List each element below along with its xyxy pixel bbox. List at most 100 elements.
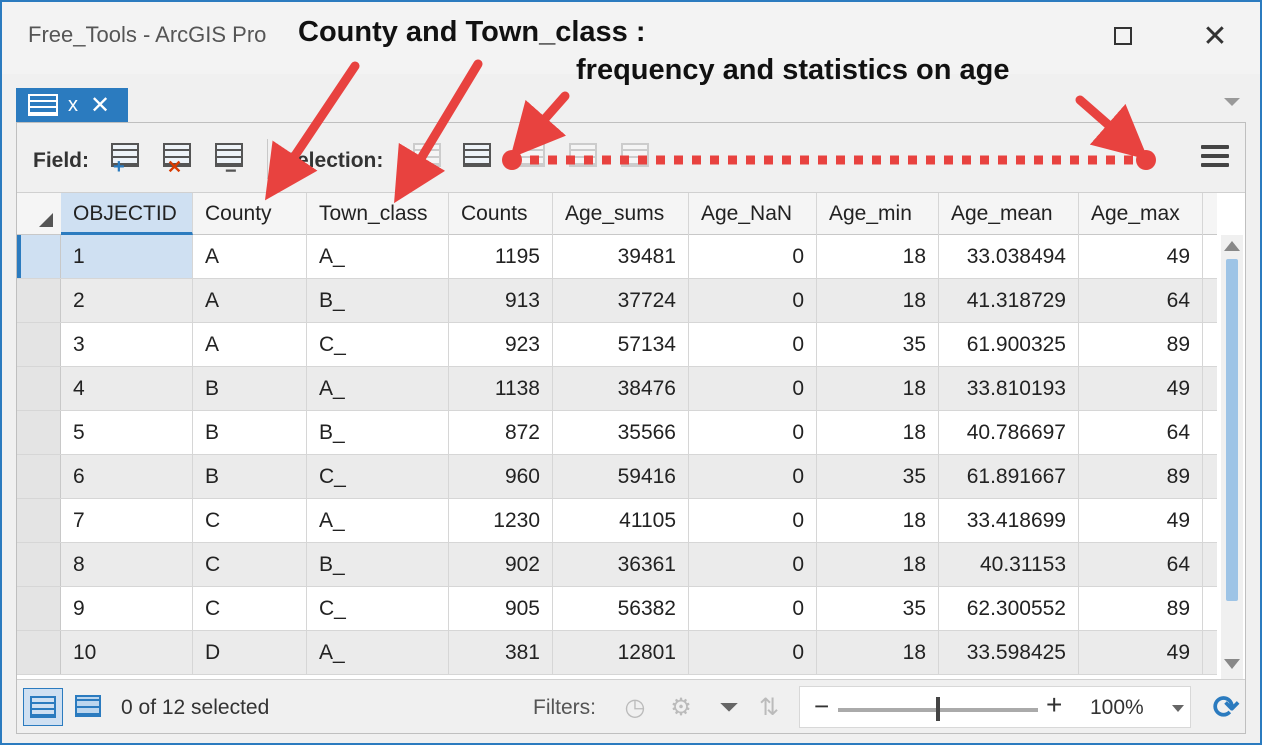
table-cell-age_mean[interactable]: 33.810193 xyxy=(939,367,1079,410)
table-row[interactable]: 10 D A_ 381 12801 0 18 33.598425 49 xyxy=(17,631,1217,675)
table-cell-age_min[interactable]: 35 xyxy=(817,323,939,366)
table-cell-age_sums[interactable]: 39481 xyxy=(553,235,689,278)
scroll-thumb[interactable] xyxy=(1226,259,1238,601)
table-cell-age_max[interactable]: 49 xyxy=(1079,631,1203,674)
table-row[interactable]: 9 C C_ 905 56382 0 35 62.300552 89 xyxy=(17,587,1217,631)
table-cell-age_mean[interactable]: 41.318729 xyxy=(939,279,1079,322)
range-filter-icon[interactable]: ⚙ xyxy=(670,694,692,721)
calculate-field-button[interactable]: = xyxy=(215,143,249,179)
table-cell-county[interactable]: A xyxy=(193,235,307,278)
table-cell-age_nan[interactable]: 0 xyxy=(689,543,817,586)
clear-selection-button[interactable] xyxy=(517,143,551,175)
column-header-age_min[interactable]: Age_min xyxy=(817,193,939,235)
table-cell-objectid[interactable]: 6 xyxy=(61,455,193,498)
table-row[interactable]: 6 B C_ 960 59416 0 35 61.891667 89 xyxy=(17,455,1217,499)
table-row[interactable]: 3 A C_ 923 57134 0 35 61.900325 89 xyxy=(17,323,1217,367)
zoom-slider-thumb[interactable] xyxy=(936,697,940,721)
refresh-icon[interactable]: ⟳ xyxy=(1212,689,1240,725)
table-row[interactable]: 4 B A_ 1138 38476 0 18 33.810193 49 xyxy=(17,367,1217,411)
table-cell-town_class[interactable]: A_ xyxy=(307,235,449,278)
table-cell-age_sums[interactable]: 35566 xyxy=(553,411,689,454)
table-cell-age_nan[interactable]: 0 xyxy=(689,411,817,454)
table-cell-age_min[interactable]: 18 xyxy=(817,411,939,454)
table-cell-town_class[interactable]: A_ xyxy=(307,367,449,410)
table-cell-town_class[interactable]: C_ xyxy=(307,323,449,366)
sort-icon[interactable]: ⇅ xyxy=(758,694,780,721)
row-selector[interactable] xyxy=(17,499,61,542)
table-cell-objectid[interactable]: 4 xyxy=(61,367,193,410)
table-cell-age_nan[interactable]: 0 xyxy=(689,323,817,366)
table-cell-age_mean[interactable]: 33.038494 xyxy=(939,235,1079,278)
table-cell-age_mean[interactable]: 33.598425 xyxy=(939,631,1079,674)
close-window-button[interactable]: ✕ xyxy=(1202,19,1228,53)
table-cell-age_max[interactable]: 49 xyxy=(1079,235,1203,278)
table-cell-age_nan[interactable]: 0 xyxy=(689,587,817,630)
table-cell-age_max[interactable]: 64 xyxy=(1079,279,1203,322)
row-selector[interactable] xyxy=(17,455,61,498)
table-row[interactable]: 5 B B_ 872 35566 0 18 40.786697 64 xyxy=(17,411,1217,455)
table-cell-age_min[interactable]: 18 xyxy=(817,543,939,586)
table-cell-age_nan[interactable]: 0 xyxy=(689,455,817,498)
table-cell-age_nan[interactable]: 0 xyxy=(689,631,817,674)
row-selector[interactable] xyxy=(17,587,61,630)
table-cell-objectid[interactable]: 5 xyxy=(61,411,193,454)
column-header-age_mean[interactable]: Age_mean xyxy=(939,193,1079,235)
table-cell-age_min[interactable]: 35 xyxy=(817,455,939,498)
column-header-county[interactable]: County xyxy=(193,193,307,235)
table-cell-county[interactable]: D xyxy=(193,631,307,674)
table-cell-age_min[interactable]: 18 xyxy=(817,499,939,542)
column-header-age_max[interactable]: Age_max xyxy=(1079,193,1203,235)
copy-selected-button[interactable] xyxy=(621,143,655,175)
tab-table-x[interactable]: x ✕ xyxy=(16,88,128,122)
table-cell-age_mean[interactable]: 62.300552 xyxy=(939,587,1079,630)
table-cell-counts[interactable]: 872 xyxy=(449,411,553,454)
select-all-corner[interactable] xyxy=(17,193,61,235)
table-row[interactable]: 1 A A_ 1195 39481 0 18 33.038494 49 xyxy=(17,235,1217,279)
table-cell-town_class[interactable]: B_ xyxy=(307,543,449,586)
table-cell-age_sums[interactable]: 59416 xyxy=(553,455,689,498)
show-all-records-button[interactable] xyxy=(23,688,63,726)
table-cell-age_max[interactable]: 64 xyxy=(1079,543,1203,586)
table-cell-counts[interactable]: 1138 xyxy=(449,367,553,410)
row-selector[interactable] xyxy=(17,279,61,322)
table-cell-age_sums[interactable]: 41105 xyxy=(553,499,689,542)
column-header-age_nan[interactable]: Age_NaN xyxy=(689,193,817,235)
table-row[interactable]: 8 C B_ 902 36361 0 18 40.31153 64 xyxy=(17,543,1217,587)
table-cell-objectid[interactable]: 2 xyxy=(61,279,193,322)
select-by-attributes-button[interactable] xyxy=(413,143,447,175)
tab-overflow-dropdown-icon[interactable] xyxy=(1224,98,1240,106)
table-cell-counts[interactable]: 1230 xyxy=(449,499,553,542)
table-cell-objectid[interactable]: 9 xyxy=(61,587,193,630)
table-cell-age_min[interactable]: 18 xyxy=(817,235,939,278)
table-cell-county[interactable]: C xyxy=(193,543,307,586)
table-cell-town_class[interactable]: C_ xyxy=(307,455,449,498)
table-cell-age_nan[interactable]: 0 xyxy=(689,499,817,542)
row-selector[interactable] xyxy=(17,323,61,366)
show-selected-records-button[interactable] xyxy=(69,688,109,726)
table-cell-counts[interactable]: 902 xyxy=(449,543,553,586)
table-cell-counts[interactable]: 905 xyxy=(449,587,553,630)
scroll-up-arrow-icon[interactable] xyxy=(1224,241,1240,251)
table-cell-town_class[interactable]: C_ xyxy=(307,587,449,630)
table-cell-county[interactable]: A xyxy=(193,323,307,366)
row-selector[interactable] xyxy=(17,631,61,674)
table-cell-age_min[interactable]: 18 xyxy=(817,631,939,674)
table-cell-county[interactable]: A xyxy=(193,279,307,322)
table-cell-age_sums[interactable]: 12801 xyxy=(553,631,689,674)
table-cell-county[interactable]: C xyxy=(193,587,307,630)
table-cell-objectid[interactable]: 7 xyxy=(61,499,193,542)
delete-field-button[interactable]: ✕ xyxy=(163,143,197,177)
tab-close-button[interactable]: ✕ xyxy=(90,91,111,119)
table-cell-age_sums[interactable]: 56382 xyxy=(553,587,689,630)
table-cell-age_min[interactable]: 35 xyxy=(817,587,939,630)
add-field-button[interactable]: + xyxy=(111,143,145,177)
table-cell-counts[interactable]: 913 xyxy=(449,279,553,322)
table-cell-age_mean[interactable]: 33.418699 xyxy=(939,499,1079,542)
delete-selected-button[interactable] xyxy=(569,143,603,175)
table-cell-objectid[interactable]: 1 xyxy=(61,235,193,278)
table-cell-age_sums[interactable]: 38476 xyxy=(553,367,689,410)
table-cell-county[interactable]: C xyxy=(193,499,307,542)
table-cell-age_mean[interactable]: 40.31153 xyxy=(939,543,1079,586)
time-filter-icon[interactable]: ◷ xyxy=(624,694,646,721)
table-cell-age_sums[interactable]: 37724 xyxy=(553,279,689,322)
